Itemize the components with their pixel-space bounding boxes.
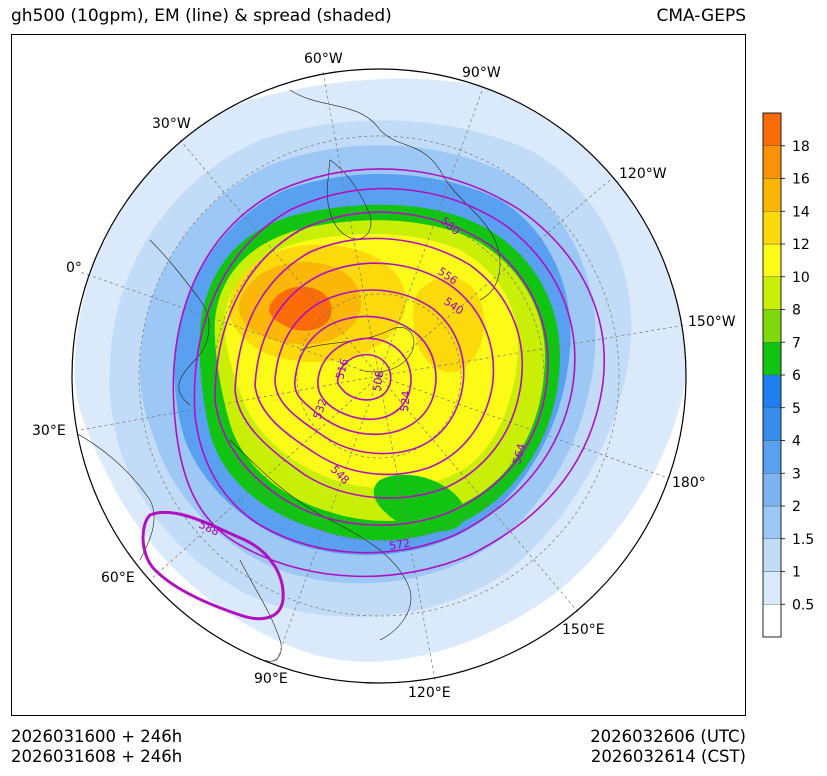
footer-init: 2026031600 + 246h 2026031608 + 246h: [11, 727, 182, 767]
valid-utc: 2026032606 (UTC): [590, 727, 746, 746]
contour-556: [234, 237, 523, 499]
colorbar-segment: [762, 178, 782, 212]
colorbar-segment: [762, 243, 782, 277]
graticule-ring-mid: [213, 210, 545, 542]
meridian-0: [79, 271, 380, 377]
lon-label-120w: 120°W: [619, 166, 667, 182]
contour-572: [193, 187, 576, 554]
contour-label: 524: [398, 390, 413, 412]
colorbar-segment: [762, 538, 782, 572]
longitude-labels: 60°W 90°W 30°W 120°W 0° 150°W 30°E 180° …: [32, 51, 736, 701]
colorbar-label: 7: [792, 335, 801, 351]
lon-label-0: 0°: [66, 260, 82, 276]
contour-label: 508: [370, 370, 386, 393]
contour-524: [317, 337, 412, 421]
colorbar-label: 16: [792, 172, 810, 188]
colorbar-label: 10: [792, 270, 810, 286]
colorbar-label: 1.5: [792, 532, 814, 548]
colorbar-label: 8: [792, 303, 801, 319]
height-contours: [141, 168, 605, 621]
colorbar-segment: [762, 211, 782, 245]
contour-588: [141, 510, 285, 621]
lon-label-60w: 60°W: [304, 51, 343, 67]
colorbar-segment: [762, 440, 782, 474]
contour-548: [254, 262, 495, 476]
colorbar-segment: [762, 505, 782, 539]
colorbar-label: 1: [792, 565, 801, 581]
colorbar-label: 12: [792, 237, 810, 253]
coast-asia: [229, 439, 412, 641]
colorbar-segment: [762, 276, 782, 310]
footer-valid: 2026032606 (UTC) 2026032614 (CST): [590, 727, 746, 767]
coast-greenland: [326, 159, 372, 240]
colorbar: 0.5 1 1.5 2 3 4 5 6 7 8 10 12 14 16 18: [762, 112, 814, 638]
colorbar-segment: [762, 473, 782, 507]
coast-africa: [72, 429, 155, 561]
colorbar-segment: [762, 604, 782, 638]
valid-cst: 2026032614 (CST): [590, 747, 746, 766]
colorbar-label: 4: [792, 434, 801, 450]
colorbar-label: 3: [792, 466, 801, 482]
contour-label: 516: [333, 357, 351, 381]
lon-label-180: 180°: [672, 475, 706, 491]
init-cst: 2026031608 + 246h: [11, 747, 183, 766]
lon-label-60e: 60°E: [101, 570, 135, 586]
colorbar-label: 18: [792, 139, 810, 155]
coast-india: [239, 559, 282, 662]
contour-label: 572: [388, 537, 411, 553]
colorbar-segment: [762, 374, 782, 408]
contour-label: 564: [510, 442, 528, 466]
lon-label-120e: 120°E: [408, 685, 451, 701]
contour-564: [214, 211, 549, 526]
colorbar-label: 5: [792, 401, 801, 417]
colorbar-label: 14: [792, 204, 810, 220]
contour-labels: 580 556 540 516 508 524 532 548 564 572 …: [197, 214, 529, 553]
lon-label-90w: 90°W: [462, 65, 501, 81]
lon-label-30w: 30°W: [152, 116, 191, 132]
meridian-30e: [79, 375, 380, 431]
colorbar-segment: [762, 112, 782, 146]
colorbar-segment: [762, 407, 782, 441]
coastlines: [72, 89, 501, 662]
colorbar-segment: [762, 309, 782, 343]
graticule-ring-outer: [138, 135, 620, 617]
contour-532: [293, 315, 437, 436]
colorbar-label: 6: [792, 368, 801, 384]
coast-europe: [149, 239, 210, 406]
model-name: CMA-GEPS: [656, 6, 746, 26]
contour-540: [274, 289, 465, 455]
init-utc: 2026031600 + 246h: [11, 727, 183, 746]
meridian-120w: [378, 179, 611, 377]
colorbar-segment: [762, 145, 782, 179]
coast-arctic: [299, 327, 415, 373]
graticule: [79, 71, 686, 681]
coast-north-america: [289, 89, 501, 301]
map-frame: [11, 34, 746, 716]
lon-label-90e: 90°E: [254, 671, 288, 687]
contour-516: [336, 353, 392, 401]
contour-580: [172, 168, 605, 578]
lon-label-150e: 150°E: [562, 622, 605, 638]
lon-label-30e: 30°E: [32, 423, 66, 439]
graticule-ring-inner: [296, 293, 462, 459]
chart-title: gh500 (10gpm), EM (line) & spread (shade…: [11, 6, 392, 26]
map-boundary: [71, 68, 687, 684]
colorbar-label: 0.5: [792, 597, 814, 613]
colorbar-segment: [762, 342, 782, 376]
spread-band-18: [269, 286, 332, 331]
colorbar-label: 2: [792, 499, 801, 515]
lon-label-150w: 150°W: [688, 314, 736, 330]
colorbar-segment: [762, 571, 782, 605]
meridian-150w: [378, 324, 686, 377]
